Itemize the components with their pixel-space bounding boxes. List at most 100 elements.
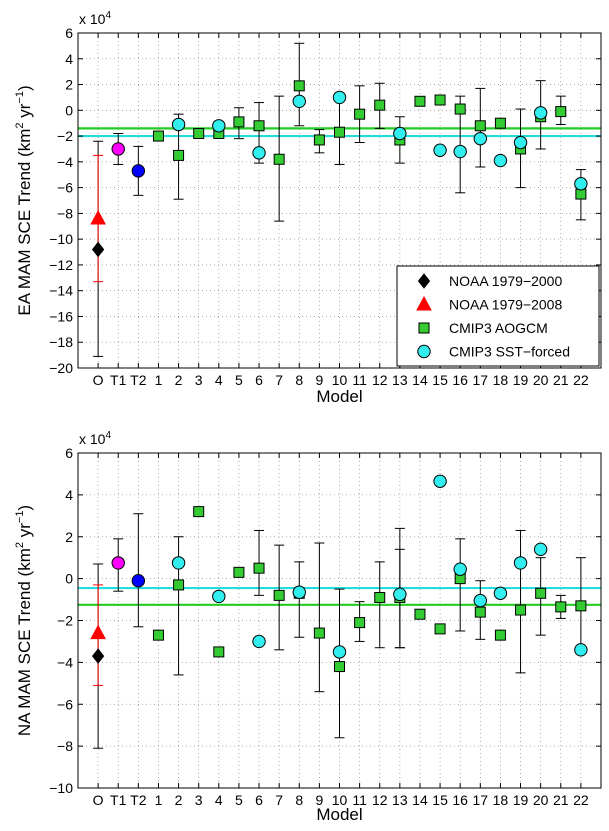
x-tick-label: 19 <box>513 372 529 388</box>
x-tick-label: 20 <box>533 372 549 388</box>
legend-box <box>396 265 600 367</box>
data-point-square <box>414 95 426 107</box>
data-point-circle <box>111 142 125 156</box>
data-point-square <box>454 103 466 115</box>
x-tick-label: 3 <box>195 792 203 808</box>
x-tick-label: 16 <box>452 792 468 808</box>
y-tick-label: 0 <box>65 571 73 587</box>
x-tick-label: 2 <box>175 372 183 388</box>
x-tick-label: 6 <box>255 792 263 808</box>
x-tick-label: 17 <box>473 372 489 388</box>
y-tick-label: −6 <box>57 180 73 196</box>
y-tick-label: −14 <box>49 283 73 299</box>
x-tick-label: 8 <box>295 792 303 808</box>
data-point-square <box>273 589 285 601</box>
x-tick-label: 16 <box>452 372 468 388</box>
y-tick-label: −10 <box>49 231 73 247</box>
data-point-square <box>334 661 345 673</box>
y-tick-label: −4 <box>57 154 73 170</box>
y-tick-label: −18 <box>49 334 73 350</box>
x-tick-label: 18 <box>493 792 509 808</box>
data-point-square <box>173 579 185 591</box>
y-tick-label: 4 <box>65 487 73 503</box>
x-tick-label: 18 <box>493 372 509 388</box>
y-axis-label-part: ) <box>15 85 34 91</box>
y-axis-label-part: EA MAM SCE Trend (km <box>15 129 34 316</box>
data-point-square <box>494 629 506 641</box>
x-tick-label: 13 <box>392 372 408 388</box>
data-point-circle <box>111 556 125 570</box>
legend-marker-diamond <box>417 273 431 289</box>
y-tick-label: 0 <box>65 102 73 118</box>
data-point-square <box>293 80 305 92</box>
data-point-square <box>193 128 205 139</box>
data-point-square <box>354 617 366 629</box>
data-point-circle <box>433 143 447 157</box>
data-point-circle <box>171 117 186 132</box>
legend-marker-triangle <box>416 295 432 311</box>
y-axis-label: NA MAM SCE Trend (km2 yr−1) <box>14 505 34 736</box>
x-tick-label: 11 <box>352 372 367 388</box>
y-tick-label: −12 <box>49 257 73 273</box>
data-point-circle <box>513 135 528 150</box>
x-tick-label: T2 <box>130 792 147 808</box>
x-tick-label: 19 <box>513 792 529 808</box>
data-point-square <box>354 108 366 120</box>
data-point-square <box>575 188 587 200</box>
x-tick-label: 15 <box>432 372 448 388</box>
data-point-circle <box>131 574 146 588</box>
data-point-circle <box>493 153 508 168</box>
data-point-circle <box>574 177 588 191</box>
x-tick-label: 8 <box>295 372 303 388</box>
y-tick-label: −20 <box>49 360 73 376</box>
y-axis-label-part: ) <box>15 505 34 511</box>
x-axis-label: Model <box>316 387 362 406</box>
y-axis-label-superscript: −1 <box>14 511 26 524</box>
data-point-square <box>434 623 446 635</box>
y-tick-label: −6 <box>57 696 73 712</box>
data-point-diamond <box>91 648 105 664</box>
x-tick-label: 14 <box>412 792 428 808</box>
x-tick-label: 10 <box>332 792 348 808</box>
data-point-square <box>152 629 164 641</box>
y-axis-label-part: yr <box>15 523 34 542</box>
data-point-circle <box>493 586 508 600</box>
data-point-square <box>374 99 386 111</box>
y-axis-label-superscript: 2 <box>14 122 26 128</box>
x-tick-label: 5 <box>235 372 243 388</box>
y-tick-label: 6 <box>65 25 73 41</box>
y-axis-label-part: yr <box>15 103 34 122</box>
data-point-square <box>313 134 325 146</box>
data-point-square <box>414 608 426 620</box>
x-tick-label: 20 <box>533 792 549 808</box>
data-point-square <box>273 153 285 165</box>
axis-multiplier-exponent: 4 <box>105 430 111 441</box>
data-point-square <box>253 562 265 574</box>
data-point-square <box>233 566 245 578</box>
data-point-triangle <box>90 209 106 225</box>
data-point-circle <box>332 90 347 105</box>
y-tick-label: 4 <box>65 51 73 67</box>
data-point-circle <box>252 146 266 160</box>
data-point-diamond <box>91 241 105 258</box>
y-axis-label-superscript: −1 <box>14 91 26 104</box>
legend-label: CMIP3 AOGCM <box>449 320 548 336</box>
data-point-circle <box>212 589 226 604</box>
data-point-square <box>494 117 506 129</box>
x-axis-label: Model <box>316 805 362 824</box>
x-tick-label: 14 <box>412 372 428 388</box>
y-tick-label: −10 <box>49 780 73 796</box>
y-axis-label-superscript: 2 <box>14 542 26 548</box>
data-point-square <box>555 106 567 118</box>
data-point-square <box>535 587 547 599</box>
legend-marker-circle <box>417 344 431 359</box>
legend: NOAA 1979−2000 NOAA 1979−2008 CMIP3 AOGCM C… <box>396 265 600 367</box>
x-tick-label: 2 <box>175 792 183 808</box>
data-point-circle <box>393 126 407 141</box>
x-tick-label: 12 <box>372 372 388 388</box>
data-point-square <box>152 130 164 142</box>
data-point-square <box>313 627 325 639</box>
data-point-circle <box>292 585 306 599</box>
